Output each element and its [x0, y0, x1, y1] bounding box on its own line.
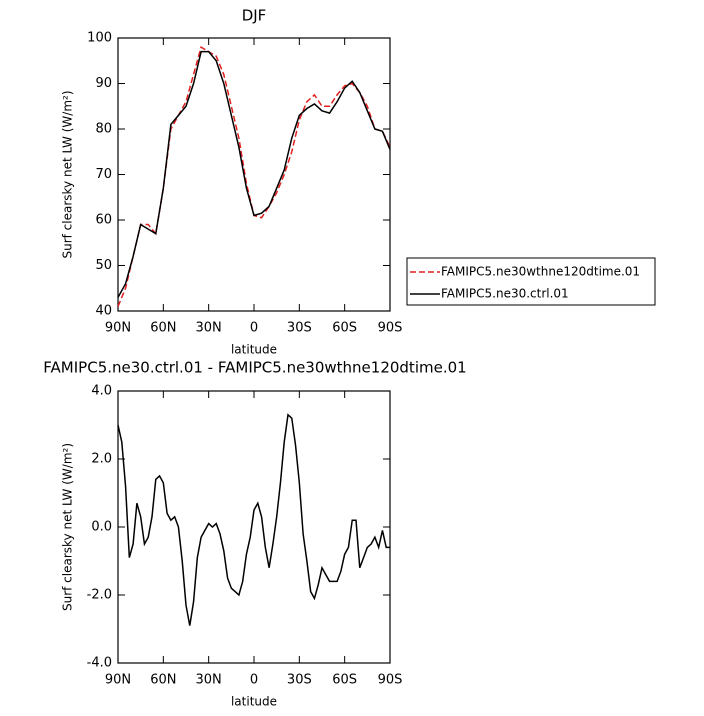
y-tick-label: -4.0	[87, 656, 112, 671]
chart-title: FAMIPC5.ne30.ctrl.01 - FAMIPC5.ne30wthne…	[43, 359, 466, 377]
x-tick-label: 30N	[196, 321, 222, 336]
chart-title: DJF	[242, 7, 267, 25]
y-tick-label: 0.0	[91, 520, 112, 535]
x-tick-label: 30S	[287, 321, 312, 336]
y-tick-label: 50	[95, 258, 112, 273]
y-tick-label: 100	[87, 31, 112, 46]
x-tick-label: 90S	[378, 321, 403, 336]
x-tick-label: 60S	[332, 321, 357, 336]
y-tick-label: 2.0	[91, 452, 112, 467]
y-tick-label: 40	[95, 304, 112, 319]
x-tick-label: 60N	[150, 673, 176, 688]
legend-label: FAMIPC5.ne30wthne120dtime.01	[441, 265, 640, 279]
x-tick-label: 0	[250, 321, 258, 336]
x-tick-label: 0	[250, 673, 258, 688]
y-tick-label: 90	[95, 76, 112, 91]
x-tick-label: 30S	[287, 673, 312, 688]
y-tick-label: -2.0	[87, 588, 112, 603]
legend-label: FAMIPC5.ne30.ctrl.01	[441, 287, 569, 301]
y-tick-label: 70	[95, 167, 112, 182]
series-line	[117, 50, 391, 298]
y-tick-label: 80	[95, 122, 112, 137]
x-axis-label: latitude	[231, 343, 277, 357]
series-line	[117, 413, 390, 626]
x-axis-label: latitude	[231, 695, 277, 709]
x-tick-label: 30N	[196, 673, 222, 688]
x-tick-label: 90N	[105, 673, 131, 688]
legend-box	[406, 257, 656, 306]
x-tick-label: 60N	[150, 321, 176, 336]
series-line	[117, 45, 391, 307]
plot-frame	[117, 390, 391, 664]
y-axis-label: Surf clearsky net LW (W/m²)	[61, 443, 75, 611]
x-tick-label: 90S	[378, 673, 403, 688]
x-tick-label: 90N	[105, 321, 131, 336]
y-tick-label: 60	[95, 213, 112, 228]
x-tick-label: 60S	[332, 673, 357, 688]
plot-frame	[117, 37, 391, 312]
y-tick-label: 4.0	[91, 384, 112, 399]
y-axis-label: Surf clearsky net LW (W/m²)	[61, 90, 75, 258]
